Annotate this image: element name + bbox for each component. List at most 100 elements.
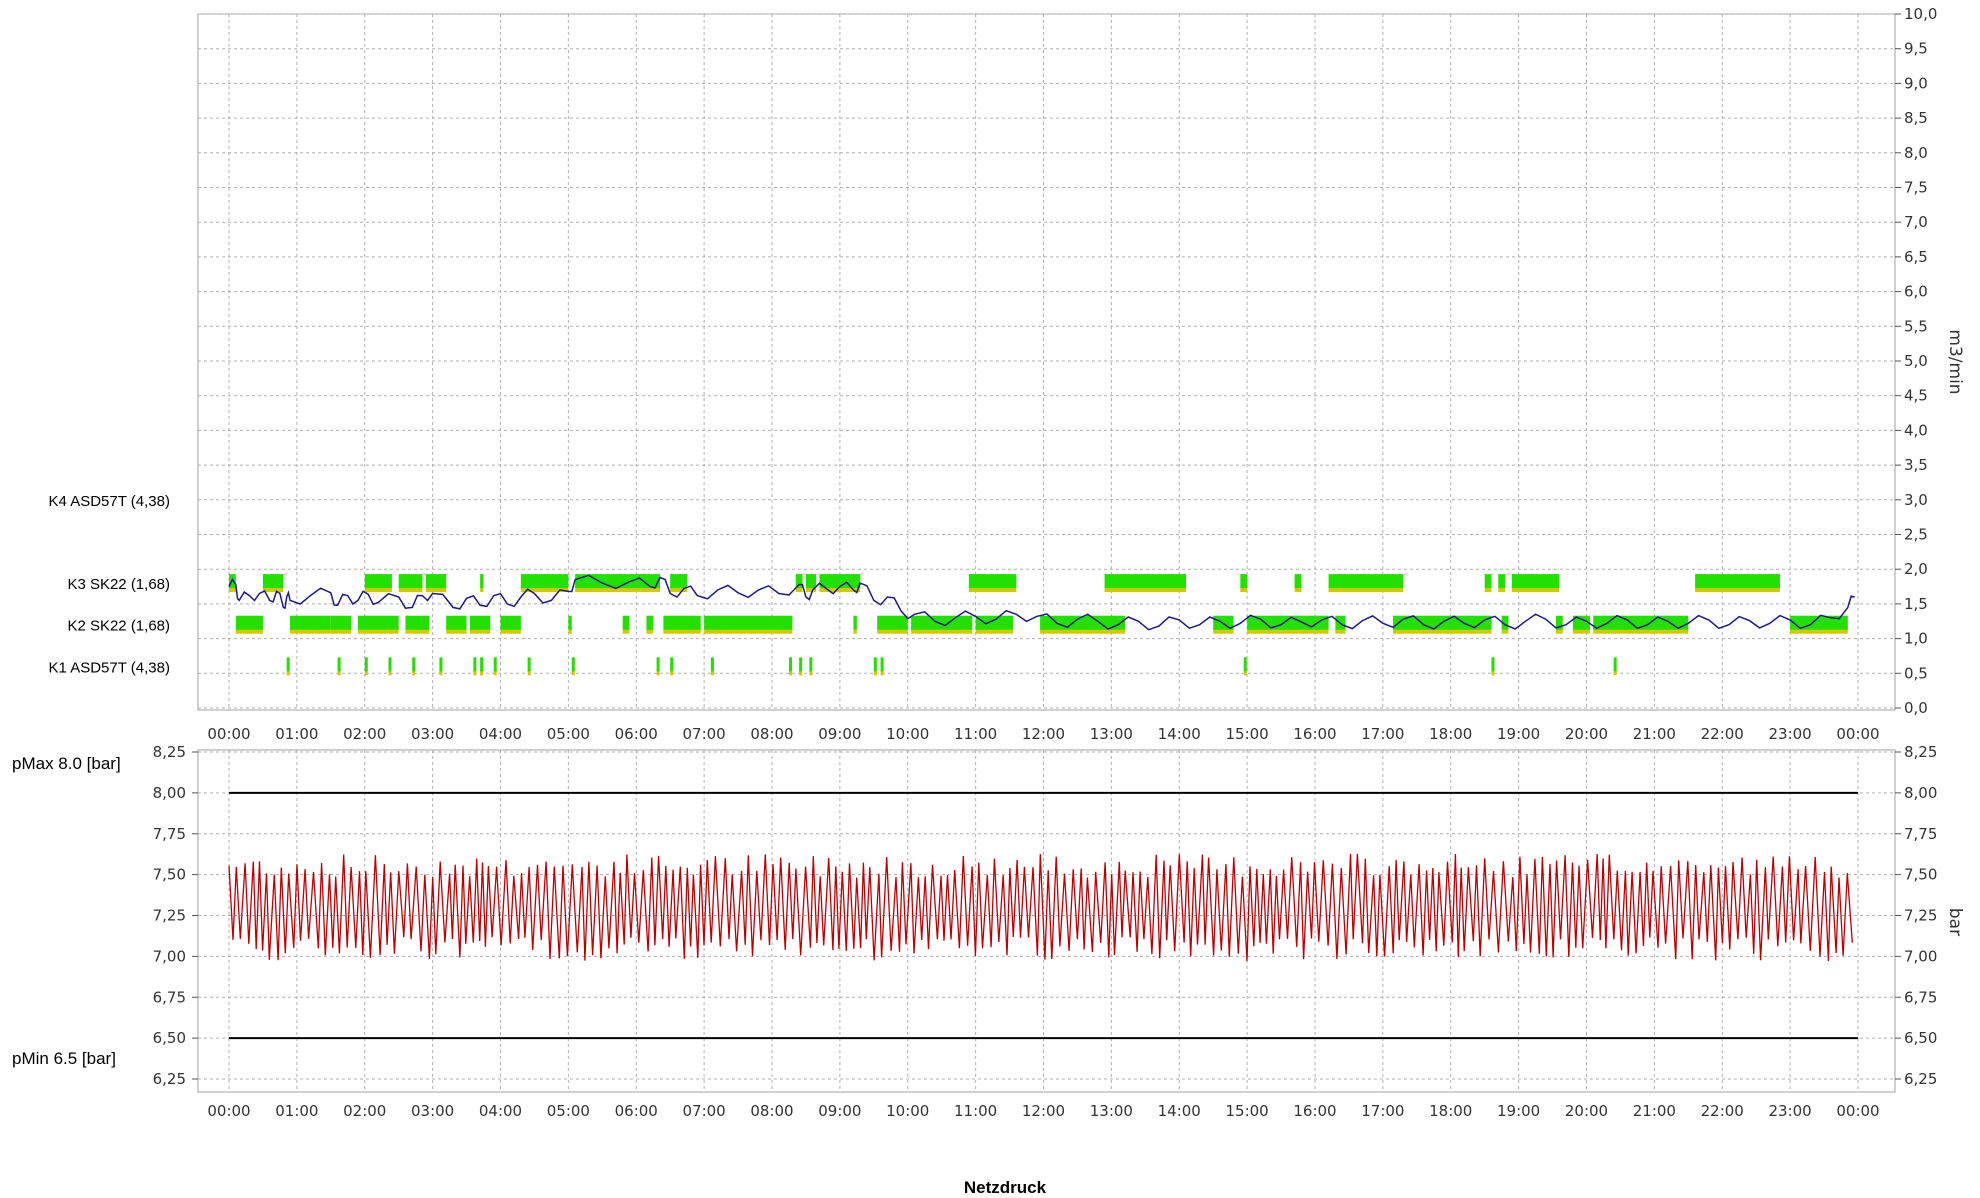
interval-bar xyxy=(364,574,392,589)
interval-bar xyxy=(290,615,331,630)
interval-bar xyxy=(1491,657,1495,672)
pressure-y-tick-label-left: 6,75 xyxy=(153,988,186,1006)
interval-marker xyxy=(439,669,443,676)
interval-marker xyxy=(337,669,341,676)
flow-y-tick-label: 5,5 xyxy=(1904,317,1928,335)
flow-y-axis-label: m3/min xyxy=(1945,329,1965,394)
interval-bar xyxy=(819,574,861,589)
compressor-label: K1 ASD57T (4,38) xyxy=(49,659,170,676)
interval-marker xyxy=(364,586,392,593)
pressure-x-tick-label: 17:00 xyxy=(1361,1102,1404,1120)
pressure-x-tick-label: 13:00 xyxy=(1090,1102,1133,1120)
interval-marker xyxy=(469,627,491,634)
interval-marker xyxy=(262,586,284,593)
interval-bar xyxy=(1613,657,1617,672)
interval-marker xyxy=(873,669,877,676)
interval-bar xyxy=(1498,574,1506,589)
interval-marker xyxy=(1555,627,1563,634)
pressure-x-tick-label: 15:00 xyxy=(1226,1102,1269,1120)
flow-x-tick-label: 12:00 xyxy=(1022,725,1065,743)
interval-bar xyxy=(670,574,688,589)
interval-bar xyxy=(262,574,284,589)
flow-x-tick-label: 03:00 xyxy=(411,725,454,743)
interval-marker xyxy=(1393,627,1492,634)
flow-y-tick-label: 9,5 xyxy=(1904,40,1928,58)
flow-y-ticks: 0,0 0,5 1,0 1,5 2,0 2,5 3,0 3,5 4,0 4,5 5,0 5,5 6,0 6… xyxy=(1895,5,1937,717)
pressure-y-tick-label-left: 8,00 xyxy=(153,784,186,802)
flow-x-tick-label: 21:00 xyxy=(1633,725,1676,743)
flow-line xyxy=(228,574,1855,631)
interval-marker xyxy=(877,627,908,634)
pressure-x-tick-label: 21:00 xyxy=(1633,1102,1676,1120)
pressure-x-tick-label: 23:00 xyxy=(1769,1102,1812,1120)
pressure-x-tick-label: 00:00 xyxy=(1836,1102,1879,1120)
interval-marker xyxy=(975,627,1013,634)
flow-panel: 0,0 0,5 1,0 1,5 2,0 2,5 3,0 3,5 4,0 4,5 5,0 5,5 6,0 6… xyxy=(49,5,1965,743)
interval-marker xyxy=(571,669,575,676)
flow-y-tick-label: 7,0 xyxy=(1904,213,1928,231)
pressure-y-tick-label-left: 8,25 xyxy=(153,743,186,761)
flow-x-tick-label: 15:00 xyxy=(1226,725,1269,743)
pressure-x-tick-label: 00:00 xyxy=(207,1102,250,1120)
pressure-x-tick-label: 08:00 xyxy=(750,1102,793,1120)
interval-marker xyxy=(235,627,263,634)
interval-marker xyxy=(473,669,477,676)
pressure-x-ticks: 00:00 01:00 02:00 03:00 04:00 05:00 06:00 07:00… xyxy=(207,1102,1879,1120)
interval-bar xyxy=(493,657,497,672)
interval-marker xyxy=(853,627,857,634)
pressure-x-tick-label: 02:00 xyxy=(343,1102,386,1120)
interval-marker xyxy=(446,627,467,634)
pressure-y-tick-label-right: 8,00 xyxy=(1904,784,1937,802)
interval-marker xyxy=(1790,627,1848,634)
interval-bar xyxy=(398,574,423,589)
interval-marker xyxy=(1484,586,1492,593)
interval-marker xyxy=(1243,669,1247,676)
interval-bar xyxy=(1572,615,1590,630)
interval-bar xyxy=(412,657,416,672)
interval-bar xyxy=(1328,574,1404,589)
interval-marker xyxy=(290,627,331,634)
interval-marker xyxy=(575,586,661,593)
flow-x-tick-label: 02:00 xyxy=(343,725,386,743)
compressor-label: K4 ASD57T (4,38) xyxy=(49,493,170,510)
interval-marker xyxy=(911,627,973,634)
pressure-y-tick-label-left: 6,25 xyxy=(153,1070,186,1088)
flow-y-tick-label: 6,5 xyxy=(1904,248,1928,266)
interval-marker xyxy=(398,586,423,593)
flow-x-tick-label: 19:00 xyxy=(1497,725,1540,743)
flow-y-tick-label: 1,0 xyxy=(1904,630,1928,648)
interval-marker xyxy=(622,627,630,634)
flow-x-tick-label: 01:00 xyxy=(275,725,318,743)
flow-x-tick-label: 23:00 xyxy=(1769,725,1812,743)
interval-bar xyxy=(663,615,701,630)
interval-bar xyxy=(480,574,484,589)
interval-marker xyxy=(1695,586,1780,593)
interval-marker xyxy=(663,627,701,634)
interval-marker xyxy=(670,586,688,593)
interval-marker xyxy=(1593,627,1689,634)
interval-bar xyxy=(1501,615,1509,630)
interval-marker xyxy=(1613,669,1617,676)
pressure-x-tick-label: 03:00 xyxy=(411,1102,454,1120)
flow-y-tick-label: 7,5 xyxy=(1904,179,1928,197)
interval-marker xyxy=(1247,627,1329,634)
pressure-x-tick-label: 16:00 xyxy=(1293,1102,1336,1120)
flow-y-tick-label: 4,5 xyxy=(1904,387,1928,405)
interval-bar xyxy=(670,657,674,672)
flow-x-tick-label: 04:00 xyxy=(479,725,522,743)
flow-x-tick-label: 05:00 xyxy=(547,725,590,743)
compressor-labels: K4 ASD57T (4,38) K3 SK22 (1,68) K2 SK22 (1… xyxy=(49,493,170,677)
interval-marker xyxy=(412,669,416,676)
pressure-y-tick-label-left: 6,50 xyxy=(153,1029,186,1047)
interval-bar xyxy=(646,615,654,630)
interval-bar xyxy=(1555,615,1563,630)
interval-marker xyxy=(670,669,674,676)
interval-marker xyxy=(405,627,430,634)
interval-bar xyxy=(469,615,491,630)
interval-bar xyxy=(968,574,1017,589)
flow-y-tick-label: 4,0 xyxy=(1904,421,1928,439)
interval-marker xyxy=(520,586,569,593)
interval-marker xyxy=(286,669,290,676)
flow-y-tick-label: 2,0 xyxy=(1904,560,1928,578)
